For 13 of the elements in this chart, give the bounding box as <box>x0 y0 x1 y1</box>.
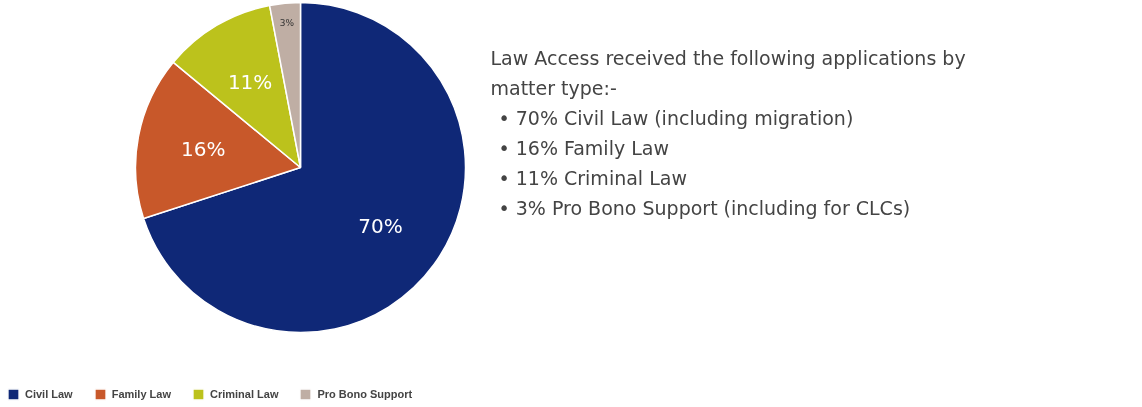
legend-label: Family Law <box>111 388 171 400</box>
text: Law Access received the following applications by matter type:- <box>490 46 966 99</box>
text: • 70% Civil Law (including migration) <box>498 106 854 129</box>
data-label: 16% <box>181 136 226 161</box>
legend-label: Pro Bono Support <box>317 388 413 400</box>
text: • 3% Pro Bono Support (including for CLCs) <box>498 196 911 219</box>
data-label: 3% <box>279 17 295 28</box>
data-label: 70% <box>358 213 403 238</box>
text: • 11% Criminal Law <box>498 166 687 189</box>
legend-label: Criminal Law <box>209 388 279 400</box>
legend-label: Civil Law <box>25 388 73 400</box>
text: • 16% Family Law <box>498 136 669 159</box>
data-label: 11% <box>227 70 273 95</box>
